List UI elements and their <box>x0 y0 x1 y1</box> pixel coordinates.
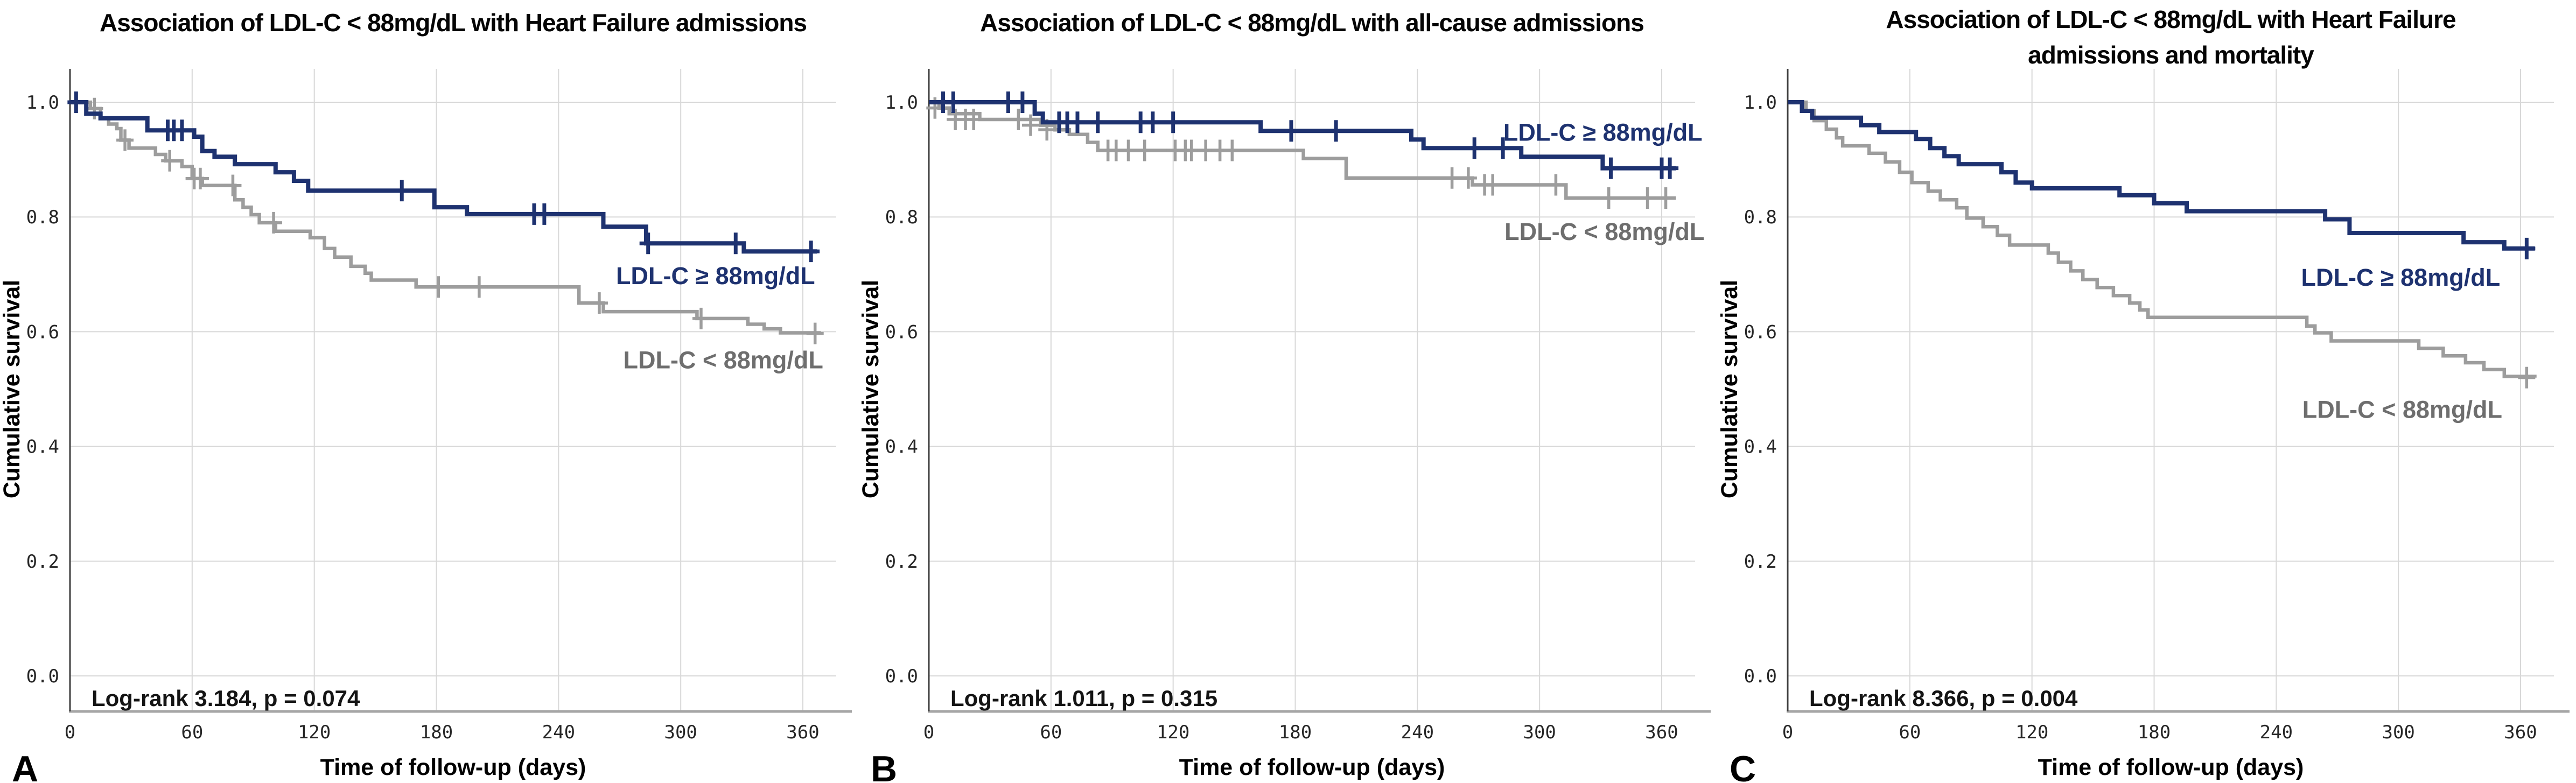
censor-marks-ldl-high <box>67 91 820 263</box>
y-tick-label: 0.0 <box>885 666 918 687</box>
x-tick-label: 360 <box>1645 722 1678 743</box>
x-tick-label: 120 <box>2015 722 2048 743</box>
legend-label-ldl-low: LDL-C < 88mg/dL <box>2302 396 2502 423</box>
grid-lines <box>929 69 1695 711</box>
x-axis-title: Time of follow-up (days) <box>2038 754 2304 780</box>
censor-marks-ldl-low <box>86 97 824 344</box>
y-tick-label: 0.4 <box>885 436 918 458</box>
x-axis-title: Time of follow-up (days) <box>1179 754 1445 780</box>
x-tick-label: 60 <box>1040 722 1062 743</box>
y-tick-label: 0.8 <box>885 207 918 228</box>
log-rank-annotation: Log-rank 8.366, p = 0.004 <box>1809 686 2078 711</box>
x-tick-label: 240 <box>542 722 575 743</box>
legend-label-ldl-low: LDL-C < 88mg/dL <box>624 347 823 374</box>
km-plot-panel-C: LDL-C < 88mg/dL LDL-C ≥ 88mg/dL 1.0 0.8 0.6 0… <box>1718 5 2570 783</box>
y-tick-label: 0.0 <box>26 666 59 687</box>
x-tick-label: 0 <box>923 722 934 743</box>
x-tick-label: 240 <box>2260 722 2293 743</box>
censor-marks-ldl-high <box>934 91 1679 179</box>
x-tick-label: 120 <box>1157 722 1189 743</box>
panel-A-title: Association of LDL-C < 88mg/dL with Hear… <box>100 9 807 37</box>
x-tick-label: 60 <box>1899 722 1921 743</box>
x-tick-label: 240 <box>1401 722 1434 743</box>
x-tick-label: 180 <box>2138 722 2171 743</box>
x-tick-label: 300 <box>1523 722 1556 743</box>
grid-lines <box>70 69 836 711</box>
censor-marks-ldl-low <box>926 97 1675 209</box>
panel-C: LDL-C < 88mg/dL LDL-C ≥ 88mg/dL 1.0 0.8 0.6 0… <box>1718 0 2576 783</box>
y-axis-title: Cumulative survival <box>0 280 25 498</box>
legend-label-ldl-high: LDL-C ≥ 88mg/dL <box>616 262 815 290</box>
legend-label-ldl-high: LDL-C ≥ 88mg/dL <box>2301 264 2501 291</box>
panel-C-title: admissions and mortality <box>2028 41 2314 69</box>
y-tick-label: 0.2 <box>885 551 918 573</box>
x-tick-label: 0 <box>65 722 75 743</box>
curve-ldl-high <box>929 100 1676 171</box>
y-tick-label: 0.0 <box>1744 666 1777 687</box>
curve-ldl-high <box>1788 100 2535 251</box>
x-tick-label: 180 <box>1279 722 1312 743</box>
y-tick-label: 1.0 <box>1744 92 1777 114</box>
y-tick-label: 1.0 <box>26 92 59 114</box>
km-plot-panel-B: LDL-C < 88mg/dL LDL-C ≥ 88mg/dL 1.0 0.8 0.6 0… <box>859 9 1711 783</box>
y-axis-title: Cumulative survival <box>859 280 884 498</box>
y-tick-label: 0.8 <box>1744 207 1777 228</box>
y-tick-label: 0.2 <box>1744 551 1777 573</box>
panel-B-title: Association of LDL-C < 88mg/dL with all-… <box>980 9 1644 37</box>
legend-label-ldl-high: LDL-C ≥ 88mg/dL <box>1503 118 1703 146</box>
y-tick-label: 0.4 <box>1744 436 1777 458</box>
grid-lines <box>1788 69 2554 711</box>
panel-letter: A <box>12 749 38 783</box>
panel-C-title: Association of LDL-C < 88mg/dL with Hear… <box>1886 5 2456 33</box>
y-tick-label: 0.2 <box>26 551 59 573</box>
curve-ldl-high <box>70 100 817 254</box>
x-tick-label: 300 <box>664 722 697 743</box>
log-rank-annotation: Log-rank 1.011, p = 0.315 <box>950 686 1217 711</box>
legend-label-ldl-low: LDL-C < 88mg/dL <box>1504 218 1704 245</box>
panel-letter: C <box>1730 749 1756 783</box>
x-tick-label: 0 <box>1782 722 1793 743</box>
y-tick-label: 0.6 <box>1744 321 1777 343</box>
x-tick-label: 180 <box>420 722 453 743</box>
y-tick-label: 1.0 <box>885 92 918 114</box>
y-axis-title: Cumulative survival <box>1718 280 1742 498</box>
x-axis-title: Time of follow-up (days) <box>320 754 586 780</box>
x-tick-label: 300 <box>2382 722 2414 743</box>
y-tick-label: 0.6 <box>26 321 59 343</box>
x-tick-label: 360 <box>2504 722 2537 743</box>
y-tick-label: 0.6 <box>885 321 918 343</box>
log-rank-annotation: Log-rank 3.184, p = 0.074 <box>92 686 360 711</box>
y-tick-label: 0.4 <box>26 436 59 458</box>
km-plot-panel-A: LDL-C < 88mg/dL LDL-C ≥ 88mg/dL 1.0 0.8 0.6 0… <box>0 9 852 783</box>
censor-marks-ldl-low <box>2518 366 2536 389</box>
x-tick-label: 360 <box>786 722 819 743</box>
panel-letter: B <box>871 749 897 783</box>
panel-B: LDL-C < 88mg/dL LDL-C ≥ 88mg/dL 1.0 0.8 0.6 0… <box>859 0 1718 783</box>
x-tick-label: 120 <box>298 722 331 743</box>
y-tick-label: 0.8 <box>26 207 59 228</box>
curve-ldl-low <box>1788 100 2537 378</box>
panel-A: LDL-C < 88mg/dL LDL-C ≥ 88mg/dL 1.0 0.8 0.6 0… <box>0 0 859 783</box>
censor-marks-ldl-high <box>2518 237 2536 259</box>
x-tick-label: 60 <box>181 722 203 743</box>
